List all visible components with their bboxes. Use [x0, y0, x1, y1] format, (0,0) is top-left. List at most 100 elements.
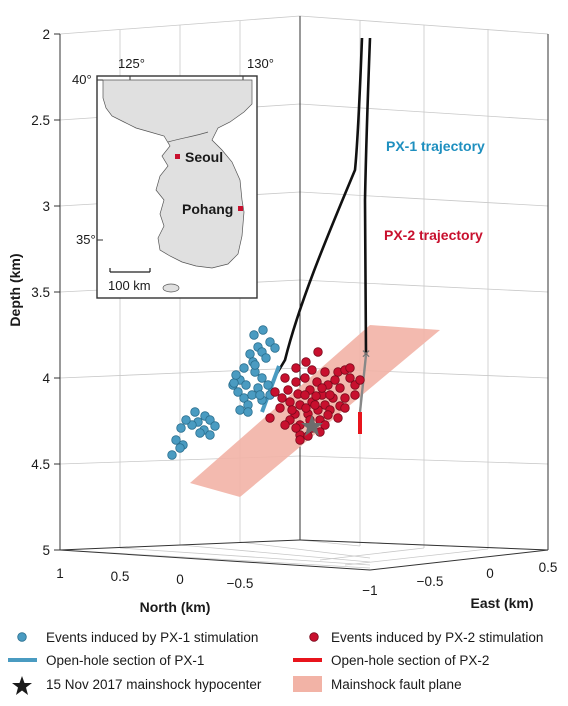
px1-event-dot [167, 450, 177, 460]
px1-open-hole-line [260, 365, 281, 413]
px1-event-dot [187, 420, 197, 430]
jeju-island [162, 283, 180, 293]
px1-event-dot [171, 435, 181, 445]
px2-event-dot [311, 391, 321, 401]
px1-trajectory-line [274, 37, 364, 376]
px2-event-dot [270, 387, 280, 397]
px2-event-dot [312, 377, 322, 387]
px1-event-markers [167, 325, 280, 460]
lat-tick-35: 35° [76, 232, 96, 247]
px2-event-dot [345, 363, 355, 373]
px2-event-dot [291, 363, 301, 373]
px2-event-dot [301, 357, 311, 367]
well-trajectories [274, 37, 372, 376]
px1-event-dot [205, 415, 215, 425]
px1-event-dot [270, 343, 280, 353]
px2-event-dot [313, 347, 323, 357]
px2-event-markers [265, 347, 365, 445]
px1-event-dot [235, 405, 245, 415]
north-axis-ticks: 1 0.5 0 −0.5 [56, 566, 253, 591]
px2-event-dot [323, 410, 333, 420]
north-tick-label: 0.5 [111, 569, 130, 584]
px1-event-dot [195, 428, 205, 438]
korea-landmass [102, 79, 253, 269]
legend-px1-marker [17, 632, 27, 642]
px1-event-dot [205, 430, 215, 440]
px2-event-dot [300, 390, 310, 400]
east-axis-ticks: −1 −0.5 0 0.5 [362, 560, 557, 598]
legend-mainshock: 15 Nov 2017 mainshock hypocenter [46, 677, 262, 692]
px1-event-dot [233, 387, 243, 397]
north-tick-label: −0.5 [227, 576, 254, 591]
legend-fault-plane-swatch [293, 676, 322, 692]
px2-trajectory-line [363, 37, 372, 356]
px2-event-dot [275, 403, 285, 413]
px1-event-dot [249, 330, 259, 340]
px2-event-dot [333, 413, 343, 423]
east-axis-title: East (km) [470, 595, 533, 611]
px2-event-dot [265, 413, 275, 423]
inset-map: Seoul Pohang 100 km 125° 130° 40° 35° [72, 56, 274, 299]
px2-trajectory-label: PX-2 trajectory [384, 227, 483, 243]
pohang-marker [238, 206, 243, 211]
depth-axis-ticks: 2 2.5 3 3.5 4 4.5 5 [31, 27, 60, 558]
east-tick-label: 0 [486, 566, 494, 581]
px2-event-dot [350, 390, 360, 400]
px1-event-dot [265, 337, 275, 347]
px1-event-dot [245, 349, 255, 359]
px1-event-dot [241, 380, 251, 390]
legend-px2-events: Events induced by PX-2 stimulation [331, 630, 543, 645]
legend: Events induced by PX-1 stimulation Event… [8, 630, 543, 695]
px1-event-dot [243, 407, 253, 417]
px2-event-dot [335, 383, 345, 393]
lon-tick-130: 130° [247, 56, 274, 71]
px2-marker-x: ✕ [361, 347, 371, 361]
px1-event-dot [231, 370, 241, 380]
px2-event-dot [310, 400, 320, 410]
px2-event-dot [320, 367, 330, 377]
px1-event-dot [257, 373, 267, 383]
px1-event-dot [181, 415, 191, 425]
depth-tick-label: 3.5 [31, 285, 50, 300]
east-tick-label: 0.5 [539, 560, 558, 575]
px2-event-dot [295, 435, 305, 445]
px2-event-dot [285, 397, 295, 407]
px1-event-dot [255, 390, 265, 400]
px1-event-dot [247, 390, 257, 400]
px2-event-dot [325, 390, 335, 400]
east-tick-label: −1 [362, 583, 377, 598]
px2-event-dot [317, 383, 327, 393]
legend-fault-plane: Mainshock fault plane [331, 677, 462, 692]
seoul-label: Seoul [185, 149, 223, 165]
legend-px1-open-hole: Open-hole section of PX-1 [46, 653, 204, 668]
px1-event-dot [190, 407, 200, 417]
px1-event-dot [263, 380, 273, 390]
lat-tick-40: 40° [72, 72, 92, 87]
north-tick-label: 1 [56, 566, 64, 581]
px2-event-dot [300, 373, 310, 383]
legend-px1-events: Events induced by PX-1 stimulation [46, 630, 258, 645]
px2-event-dot [330, 375, 340, 385]
px1-trajectory-label: PX-1 trajectory [386, 138, 485, 154]
depth-tick-label: 2.5 [31, 113, 50, 128]
px2-event-dot [291, 423, 301, 433]
px2-event-dot [301, 403, 311, 413]
px1-event-dot [229, 378, 239, 388]
legend-px2-marker [309, 632, 319, 642]
px2-event-dot [291, 377, 301, 387]
north-tick-label: 0 [176, 572, 184, 587]
px1-event-dot [258, 325, 268, 335]
px2-event-dot [287, 405, 297, 415]
pohang-label: Pohang [182, 201, 233, 217]
north-axis-title: North (km) [140, 599, 211, 615]
px2-event-dot [283, 385, 293, 395]
px1-event-dot [175, 443, 185, 453]
depth-axis-title: Depth (km) [7, 253, 23, 326]
px2-event-dot [340, 403, 350, 413]
depth-tick-label: 3 [42, 199, 50, 214]
px2-event-dot [280, 373, 290, 383]
px2-event-dot [320, 420, 330, 430]
depth-tick-label: 5 [42, 543, 50, 558]
legend-px2-open-hole: Open-hole section of PX-2 [331, 653, 489, 668]
east-tick-label: −0.5 [417, 574, 444, 589]
